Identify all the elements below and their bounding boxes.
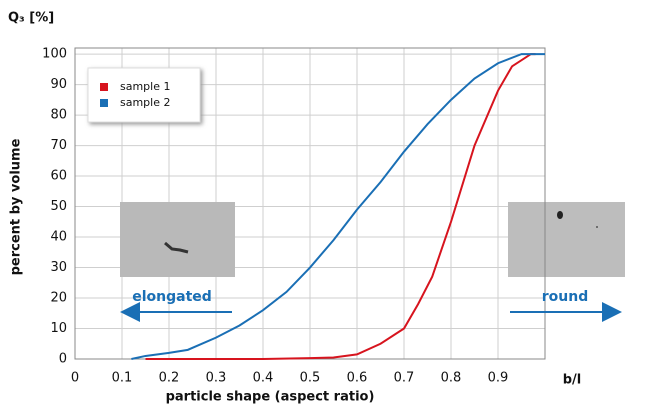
x-tick-label: 0.8 bbox=[441, 371, 462, 386]
annotation: elongated bbox=[132, 289, 212, 305]
y-tick-label: 60 bbox=[50, 169, 67, 184]
legend-swatch bbox=[100, 83, 108, 91]
y-axis-label: percent by volume bbox=[9, 138, 24, 275]
y-tick-label: 100 bbox=[42, 47, 67, 62]
x-tick-label: 0.6 bbox=[347, 371, 368, 386]
y-tick-label: 0 bbox=[59, 352, 67, 367]
x-unit-label: b/l bbox=[563, 373, 582, 388]
x-tick-label: 0 bbox=[71, 371, 79, 386]
x-tick-label: 0.9 bbox=[488, 371, 509, 386]
legend: sample 1 sample 2 bbox=[87, 67, 201, 123]
legend-label: sample 1 bbox=[120, 80, 171, 93]
x-axis-label: particle shape (aspect ratio) bbox=[166, 390, 375, 405]
chart-title: Q₃ [%] bbox=[8, 11, 54, 26]
y-tick-label: 50 bbox=[50, 199, 67, 214]
y-tick-label: 90 bbox=[50, 77, 67, 92]
x-tick-label: 0.1 bbox=[112, 371, 133, 386]
y-tick-label: 70 bbox=[50, 138, 67, 153]
x-tick-label: 0.2 bbox=[159, 371, 180, 386]
legend-swatch bbox=[100, 99, 108, 107]
image-round bbox=[508, 202, 625, 277]
y-tick-label: 10 bbox=[50, 321, 67, 336]
x-tick-label: 0.3 bbox=[206, 371, 227, 386]
legend-label: sample 2 bbox=[120, 96, 171, 109]
annotation: round bbox=[542, 289, 588, 305]
line bbox=[131, 53, 545, 360]
x-tick-label: 0.7 bbox=[394, 371, 415, 386]
y-tick-label: 40 bbox=[50, 230, 67, 245]
x-tick-label: 0.4 bbox=[253, 371, 274, 386]
y-tick-label: 20 bbox=[50, 291, 67, 306]
y-tick-label: 30 bbox=[50, 260, 67, 275]
x-tick-label: 0.5 bbox=[300, 371, 321, 386]
line bbox=[145, 53, 536, 360]
image-elongated bbox=[120, 202, 235, 277]
y-tick-label: 80 bbox=[50, 108, 67, 123]
